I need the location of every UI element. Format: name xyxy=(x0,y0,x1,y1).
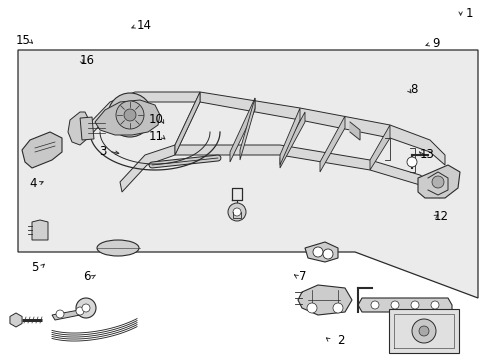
Circle shape xyxy=(108,93,152,137)
Polygon shape xyxy=(32,220,48,240)
Polygon shape xyxy=(280,108,300,165)
Circle shape xyxy=(233,208,241,216)
Ellipse shape xyxy=(97,240,139,256)
Text: 12: 12 xyxy=(434,210,448,223)
Bar xyxy=(80,117,94,140)
Polygon shape xyxy=(68,112,88,145)
Circle shape xyxy=(76,307,84,315)
Polygon shape xyxy=(305,242,338,262)
Circle shape xyxy=(407,157,417,167)
Text: 16: 16 xyxy=(80,54,95,67)
Polygon shape xyxy=(95,100,160,135)
Text: 1: 1 xyxy=(466,7,473,20)
Polygon shape xyxy=(350,122,360,140)
Circle shape xyxy=(411,301,419,309)
Circle shape xyxy=(371,301,379,309)
Polygon shape xyxy=(280,112,305,168)
Circle shape xyxy=(333,303,343,313)
Polygon shape xyxy=(85,92,445,165)
Text: 2: 2 xyxy=(337,334,344,347)
Polygon shape xyxy=(320,116,345,172)
Polygon shape xyxy=(22,132,62,168)
Polygon shape xyxy=(18,50,478,298)
Polygon shape xyxy=(230,98,255,162)
Circle shape xyxy=(412,319,436,343)
Polygon shape xyxy=(240,98,255,160)
Circle shape xyxy=(432,176,444,188)
Circle shape xyxy=(431,301,439,309)
Text: 4: 4 xyxy=(29,177,37,190)
Polygon shape xyxy=(418,165,460,198)
Circle shape xyxy=(323,249,333,259)
Circle shape xyxy=(391,301,399,309)
Circle shape xyxy=(56,310,64,318)
Text: 6: 6 xyxy=(83,270,91,283)
Polygon shape xyxy=(358,298,452,312)
Text: 3: 3 xyxy=(99,145,107,158)
Text: 11: 11 xyxy=(148,130,163,143)
FancyBboxPatch shape xyxy=(389,309,459,353)
Text: 13: 13 xyxy=(420,148,435,161)
Text: 14: 14 xyxy=(137,19,152,32)
Text: 9: 9 xyxy=(432,37,440,50)
Polygon shape xyxy=(120,145,440,198)
Circle shape xyxy=(419,326,429,336)
Polygon shape xyxy=(175,92,200,155)
Text: 7: 7 xyxy=(299,270,307,283)
Polygon shape xyxy=(175,92,200,155)
Circle shape xyxy=(124,109,136,121)
Text: 15: 15 xyxy=(16,34,31,47)
Text: 5: 5 xyxy=(31,261,39,274)
Circle shape xyxy=(228,203,246,221)
Polygon shape xyxy=(52,308,95,320)
Text: 8: 8 xyxy=(410,83,418,96)
Polygon shape xyxy=(298,285,352,315)
Text: 10: 10 xyxy=(148,113,163,126)
Circle shape xyxy=(76,298,96,318)
Circle shape xyxy=(116,101,144,129)
Circle shape xyxy=(307,303,317,313)
Polygon shape xyxy=(370,125,390,170)
Circle shape xyxy=(313,247,323,257)
Circle shape xyxy=(82,304,90,312)
